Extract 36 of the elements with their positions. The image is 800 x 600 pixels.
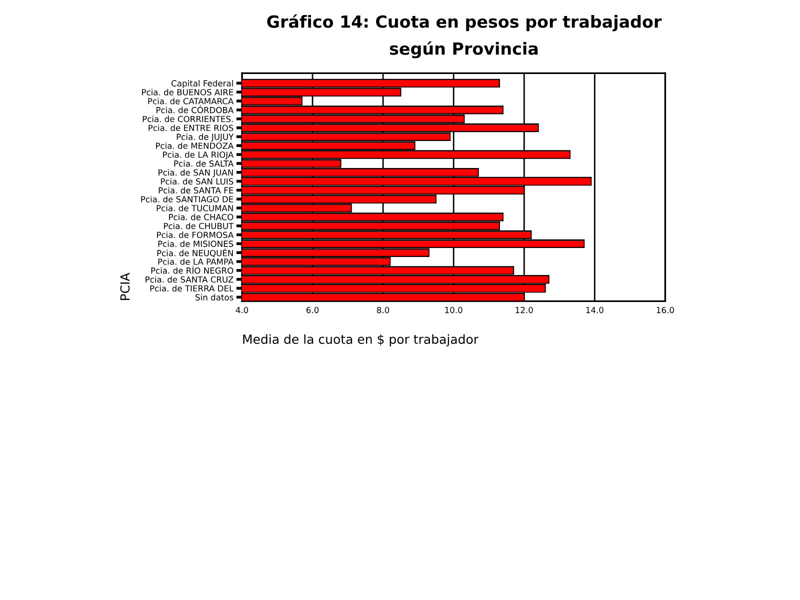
y-tick-label: Pcia. de TIERRA DEL xyxy=(150,285,234,292)
chart-subtitle: según Provincia xyxy=(390,41,538,58)
y-tick-label: Pcia. de CÓRDOBA xyxy=(156,105,234,114)
y-tick-label: Pcia. de SAN LUIS xyxy=(160,178,234,185)
y-tick-label: Pcia. de ENTRE RIOS xyxy=(148,124,234,132)
y-tick-label: Pcia. de RÍO NEGRO xyxy=(151,266,234,274)
y-tick-label: Pcia. de BUENOS AIRE xyxy=(142,88,234,96)
y-tick-label: Pcia. de SANTA FE xyxy=(158,187,234,194)
x-tick-label: 8.0 xyxy=(377,306,390,314)
y-tick-label: Sin datos xyxy=(196,294,234,300)
y-tick-label: Pcia. de MISIONES xyxy=(158,240,234,247)
y-tick-label: Pcia. de CORRIENTES. xyxy=(142,116,233,122)
y-tick-label: Pcia. de MENDOZA xyxy=(156,142,234,149)
x-tick-label: 6.0 xyxy=(306,306,319,314)
x-axis-title: Media de la cuota en $ por trabajador xyxy=(243,334,479,346)
y-tick-label: Pcia. de CHACO xyxy=(169,214,234,220)
y-tick-label: Pcia. de SANTIAGO DE xyxy=(141,196,234,202)
x-tick-label: 16.0 xyxy=(656,306,674,314)
y-tick-label: Pcia. de SANTA CRUZ xyxy=(146,276,234,283)
x-tick-label: 12.0 xyxy=(516,306,533,314)
y-tick-label: Pcia. de TUCUMAN xyxy=(156,204,233,212)
chart-title: Gráfico 14: Cuota en pesos por trabajador xyxy=(267,14,662,32)
x-tick-label: 10.0 xyxy=(445,306,462,314)
y-tick-label: Pcia. de CHUBUT xyxy=(164,222,234,230)
y-tick-label: Pcia. de SALTA xyxy=(174,160,234,167)
y-axis-title: PCIA xyxy=(120,272,130,300)
y-tick-label: Pcia. de LA PAMPA xyxy=(158,258,234,265)
y-tick-label: Pcia. de NEUQUÉN xyxy=(157,248,233,258)
y-tick-label: Pcia. de CATAMARCA xyxy=(148,98,234,104)
y-tick-label: Pcia. de JUJUY xyxy=(176,134,234,142)
x-tick-label: 14.0 xyxy=(586,306,604,314)
y-tick-label: Pcia. de SAN JUAN xyxy=(158,169,233,178)
y-tick-label: Pcia. de LA RIOJA xyxy=(163,151,234,160)
x-tick-label: 4.0 xyxy=(236,306,248,314)
y-tick-label: Capital Federal xyxy=(172,80,233,88)
y-tick-label: Pcia. de FORMOSA xyxy=(157,232,234,238)
